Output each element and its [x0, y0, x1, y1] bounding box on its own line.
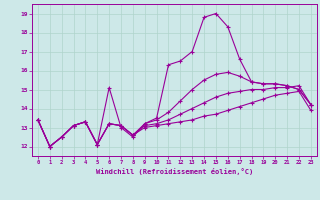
X-axis label: Windchill (Refroidissement éolien,°C): Windchill (Refroidissement éolien,°C) — [96, 168, 253, 175]
